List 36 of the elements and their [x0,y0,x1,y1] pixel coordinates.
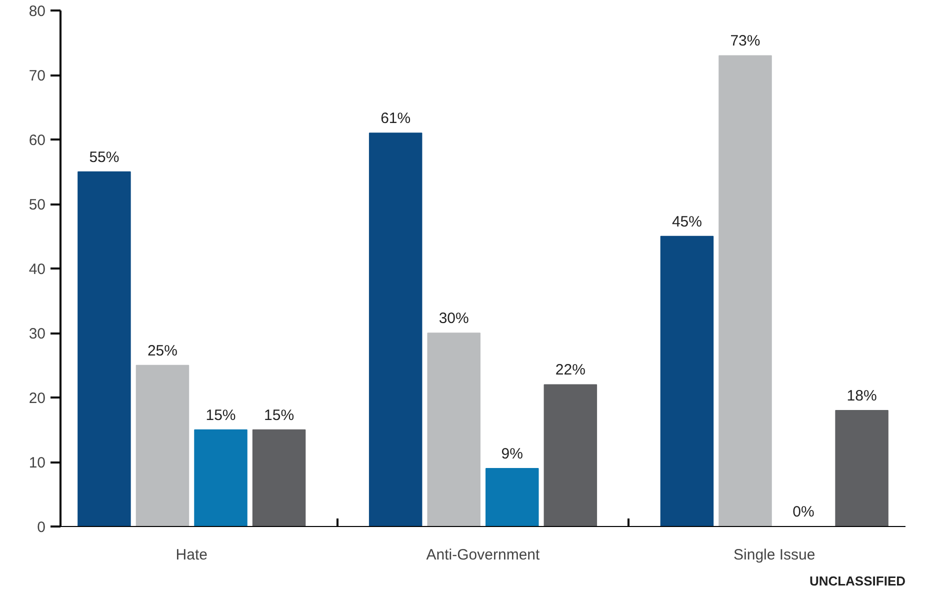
bar [660,236,714,526]
data-label: 55% [89,148,120,166]
bar [718,55,772,526]
y-tick-label: 60 [28,132,46,149]
bar [78,171,131,526]
y-tick-label: 50 [28,196,46,214]
data-label: 15% [264,406,294,424]
bar [486,468,539,526]
data-label: 73% [730,32,760,50]
data-label: 30% [438,310,469,327]
bar [252,429,306,526]
x-tick-label: Single Issue [734,546,816,564]
bar [544,384,598,526]
bar [136,364,190,526]
y-tick-label: 40 [28,261,46,278]
data-label: 45% [672,213,702,230]
bar [835,410,888,526]
bar [427,332,480,526]
y-tick-label: 70 [28,68,46,84]
x-tick-label: Anti-Government [426,546,541,564]
bar [368,132,422,526]
data-label: 25% [147,342,178,360]
data-label: 18% [846,387,877,404]
x-tick-label: Hate [176,546,208,564]
text: UNCLASSIFIED [809,574,906,588]
y-tick-label: 80 [28,3,46,20]
data-label: 9% [501,445,523,462]
y-tick-label: 0 [37,519,46,536]
bar [194,429,248,526]
y-tick-label: 30 [28,326,46,342]
data-label: 22% [555,362,586,379]
y-tick-label: 10 [28,454,46,472]
data-label: 15% [206,406,236,424]
y-tick-label: 20 [28,390,46,407]
data-label: 0% [792,504,814,520]
data-label: 61% [380,110,411,128]
